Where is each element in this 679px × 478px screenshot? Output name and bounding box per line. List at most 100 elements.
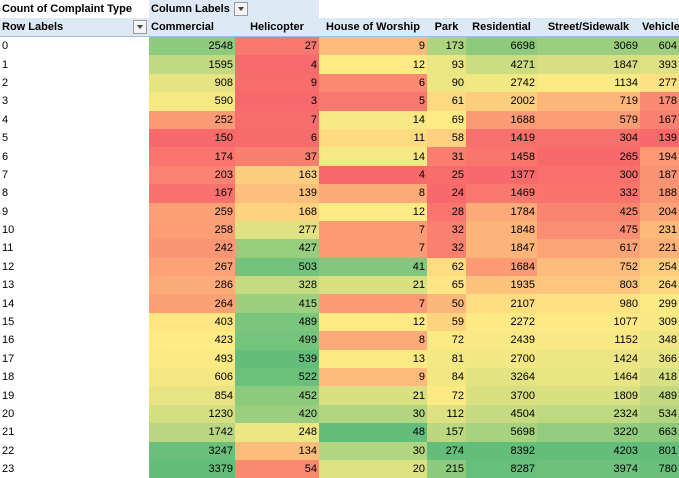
value-cell[interactable]: 8287: [466, 459, 537, 478]
value-cell[interactable]: 3: [235, 92, 319, 111]
value-cell[interactable]: 27: [235, 36, 319, 56]
value-cell[interactable]: 12: [319, 312, 427, 332]
value-cell[interactable]: 908: [149, 73, 235, 93]
column-header[interactable]: Vehicle: [640, 18, 679, 38]
value-cell[interactable]: 423: [149, 331, 235, 350]
value-cell[interactable]: 980: [537, 294, 640, 313]
row-label[interactable]: 14: [0, 294, 149, 313]
row-label[interactable]: 18: [0, 368, 149, 387]
value-cell[interactable]: 6698: [466, 36, 537, 56]
value-cell[interactable]: 427: [235, 239, 319, 258]
column-labels-header[interactable]: Column Labels: [149, 0, 319, 19]
value-cell[interactable]: 2324: [537, 404, 640, 424]
row-label[interactable]: 10: [0, 220, 149, 240]
value-cell[interactable]: 1424: [537, 349, 640, 369]
value-cell[interactable]: 1377: [466, 165, 537, 185]
value-cell[interactable]: 415: [235, 294, 319, 313]
row-label[interactable]: 0: [0, 36, 149, 56]
value-cell[interactable]: 1458: [466, 147, 537, 166]
value-cell[interactable]: 475: [537, 220, 640, 240]
row-labels-filter-dropdown-icon[interactable]: [133, 20, 147, 35]
value-cell[interactable]: 1847: [466, 239, 537, 258]
value-cell[interactable]: 780: [640, 459, 679, 478]
value-cell[interactable]: 3974: [537, 459, 640, 478]
row-label[interactable]: 8: [0, 184, 149, 203]
value-cell[interactable]: 1464: [537, 368, 640, 387]
value-cell[interactable]: 5: [319, 92, 427, 111]
value-cell[interactable]: 1077: [537, 312, 640, 332]
row-label[interactable]: 9: [0, 202, 149, 221]
value-cell[interactable]: 4271: [466, 55, 537, 74]
value-cell[interactable]: 579: [537, 110, 640, 129]
value-cell[interactable]: 59: [427, 312, 466, 332]
value-cell[interactable]: 493: [149, 349, 235, 369]
value-cell[interactable]: 72: [427, 386, 466, 405]
value-cell[interactable]: 4: [319, 165, 427, 185]
value-cell[interactable]: 489: [235, 312, 319, 332]
value-cell[interactable]: 267: [149, 257, 235, 277]
value-cell[interactable]: 1935: [466, 276, 537, 295]
value-cell[interactable]: 1742: [149, 423, 235, 442]
value-cell[interactable]: 69: [427, 110, 466, 129]
pivot-corner-label[interactable]: Count of Complaint Type: [0, 0, 149, 19]
row-label[interactable]: 20: [0, 404, 149, 424]
value-cell[interactable]: 134: [235, 441, 319, 460]
value-cell[interactable]: 590: [149, 92, 235, 111]
value-cell[interactable]: 663: [640, 423, 679, 442]
value-cell[interactable]: 9: [319, 368, 427, 387]
value-cell[interactable]: 1419: [466, 128, 537, 148]
column-header[interactable]: Park: [427, 18, 466, 38]
value-cell[interactable]: 752: [537, 257, 640, 277]
value-cell[interactable]: 539: [235, 349, 319, 369]
column-header[interactable]: Helicopter: [235, 18, 319, 38]
value-cell[interactable]: 21: [319, 276, 427, 295]
value-cell[interactable]: 503: [235, 257, 319, 277]
value-cell[interactable]: 65: [427, 276, 466, 295]
value-cell[interactable]: 242: [149, 239, 235, 258]
value-cell[interactable]: 221: [640, 239, 679, 258]
value-cell[interactable]: 13: [319, 349, 427, 369]
value-cell[interactable]: 1684: [466, 257, 537, 277]
value-cell[interactable]: 258: [149, 220, 235, 240]
row-label[interactable]: 6: [0, 147, 149, 166]
value-cell[interactable]: 1809: [537, 386, 640, 405]
column-labels-filter-dropdown-icon[interactable]: [233, 2, 248, 17]
row-label[interactable]: 3: [0, 92, 149, 111]
value-cell[interactable]: 1784: [466, 202, 537, 221]
value-cell[interactable]: 188: [640, 184, 679, 203]
value-cell[interactable]: 139: [640, 128, 679, 148]
value-cell[interactable]: 348: [640, 331, 679, 350]
value-cell[interactable]: 3247: [149, 441, 235, 460]
value-cell[interactable]: 7: [235, 110, 319, 129]
value-cell[interactable]: 62: [427, 257, 466, 277]
value-cell[interactable]: 3264: [466, 368, 537, 387]
value-cell[interactable]: 4: [235, 55, 319, 74]
value-cell[interactable]: 403: [149, 312, 235, 332]
value-cell[interactable]: 72: [427, 331, 466, 350]
row-label[interactable]: 1: [0, 55, 149, 74]
value-cell[interactable]: 8: [319, 184, 427, 203]
value-cell[interactable]: 2439: [466, 331, 537, 350]
value-cell[interactable]: 215: [427, 459, 466, 478]
value-cell[interactable]: 265: [537, 147, 640, 166]
value-cell[interactable]: 25: [427, 165, 466, 185]
value-cell[interactable]: 48: [319, 423, 427, 442]
value-cell[interactable]: 4504: [466, 404, 537, 424]
value-cell[interactable]: 14: [319, 110, 427, 129]
value-cell[interactable]: 452: [235, 386, 319, 405]
value-cell[interactable]: 719: [537, 92, 640, 111]
value-cell[interactable]: 1469: [466, 184, 537, 203]
row-label[interactable]: 5: [0, 128, 149, 148]
value-cell[interactable]: 254: [640, 257, 679, 277]
value-cell[interactable]: 299: [640, 294, 679, 313]
value-cell[interactable]: 393: [640, 55, 679, 74]
value-cell[interactable]: 1230: [149, 404, 235, 424]
column-header[interactable]: Residential: [466, 18, 537, 38]
value-cell[interactable]: 2548: [149, 36, 235, 56]
value-cell[interactable]: 420: [235, 404, 319, 424]
value-cell[interactable]: 3069: [537, 36, 640, 56]
value-cell[interactable]: 286: [149, 276, 235, 295]
value-cell[interactable]: 277: [640, 73, 679, 93]
value-cell[interactable]: 366: [640, 349, 679, 369]
value-cell[interactable]: 37: [235, 147, 319, 166]
